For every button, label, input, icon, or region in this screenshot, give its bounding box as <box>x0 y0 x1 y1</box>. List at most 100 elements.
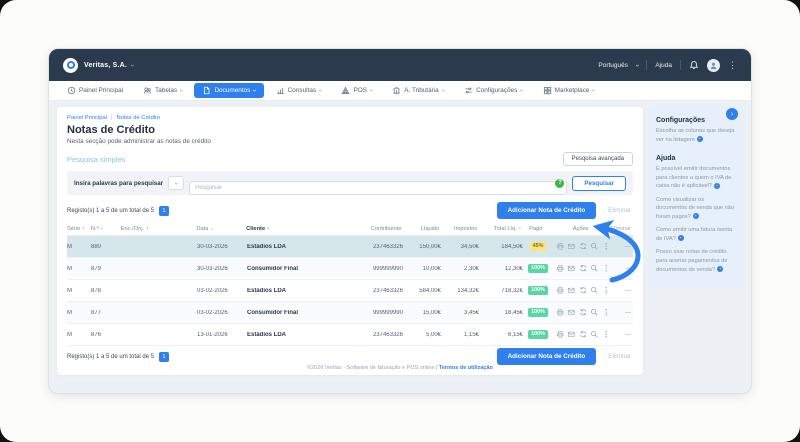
view-search-icon[interactable] <box>590 264 599 273</box>
nav-item-configura-es[interactable]: Configurações › <box>456 81 531 100</box>
print-icon[interactable] <box>556 264 565 273</box>
column-header[interactable]: Impostos <box>454 226 478 232</box>
row-actions <box>553 308 613 317</box>
email-icon[interactable] <box>567 264 576 273</box>
more-options-icon[interactable] <box>602 308 611 317</box>
print-icon[interactable] <box>556 242 565 251</box>
nav-item-pos[interactable]: POS › <box>333 81 380 100</box>
search-button[interactable]: Pesquisar <box>572 175 626 191</box>
print-icon[interactable] <box>556 308 565 317</box>
help-link[interactable]: Ajuda <box>655 61 672 69</box>
column-header[interactable]: Pago <box>529 226 543 232</box>
main-card: Painel Principal | Notas de Crédito Nota… <box>57 107 643 375</box>
help-link-item[interactable]: Como emitir uma fatura isenta de IVA? + <box>656 227 733 242</box>
cell-eliminar[interactable]: — <box>625 309 631 316</box>
view-search-icon[interactable] <box>590 330 599 339</box>
help-link-item[interactable]: É possível emitir documentos para client… <box>656 166 732 190</box>
language-chevron-down-icon[interactable]: › <box>633 63 641 67</box>
more-options-icon[interactable] <box>602 242 611 251</box>
nav-item-a-tribut-ria[interactable]: A. Tributária › <box>384 81 452 100</box>
delete-button[interactable]: Eliminar <box>608 207 631 214</box>
breadcrumb-link-home[interactable]: Painel Principal <box>67 115 107 121</box>
cell-cliente: Consumidor Final <box>247 309 298 316</box>
view-search-icon[interactable] <box>590 242 599 251</box>
column-header[interactable]: Cliente › <box>246 226 270 232</box>
search-help-icon[interactable]: ? <box>555 178 565 188</box>
table-row[interactable]: M 876 13-01-2026 Estádios LDA 237463326 … <box>67 324 633 346</box>
email-icon[interactable] <box>567 242 576 251</box>
cell-eliminar[interactable]: — <box>625 243 631 250</box>
cell-data: 03-02-2026 <box>197 287 228 294</box>
sidebar-help-title: Ajuda <box>656 155 676 163</box>
sync-icon[interactable] <box>579 242 588 251</box>
nav-item-marketplace[interactable]: Marketplace › <box>535 81 603 100</box>
table-row[interactable]: M 880 30-03-2026 Estádios LDA 237463326 … <box>67 236 633 258</box>
help-link-item[interactable]: Como visualizar os documentos de venda q… <box>656 196 735 220</box>
payment-status-badge: 100% <box>528 308 548 317</box>
column-header[interactable]: Enc./Orç. › <box>120 226 149 232</box>
info-circle-icon: + <box>713 182 720 189</box>
sidebar-settings-link[interactable]: Escolha as colunas que deseja ver na lis… <box>656 128 735 143</box>
print-icon[interactable] <box>556 330 565 339</box>
nav-item-documentos[interactable]: Documentos › <box>194 83 264 98</box>
search-input[interactable] <box>189 181 568 195</box>
add-credit-note-button[interactable]: Adicionar Nota de Crédito <box>496 348 597 365</box>
print-icon[interactable] <box>556 286 565 295</box>
chevron-down-icon: › <box>590 89 598 92</box>
delete-button[interactable]: Eliminar <box>608 353 631 360</box>
table-row[interactable]: M 878 03-02-2026 Estádios LDA 237463326 … <box>67 280 633 302</box>
notifications-bell-icon[interactable] <box>689 60 699 70</box>
more-menu-icon[interactable]: ⋮ <box>728 59 737 70</box>
column-header[interactable]: Ações <box>572 226 589 232</box>
cell-eliminar[interactable]: — <box>625 331 631 338</box>
row-actions <box>553 330 613 339</box>
cell-liquido: 150,00€ <box>419 243 441 250</box>
company-chevron-down-icon[interactable]: › <box>128 63 136 67</box>
view-search-icon[interactable] <box>590 308 599 317</box>
page-1-button[interactable]: 1 <box>159 351 170 362</box>
table-row[interactable]: M 879 30-03-2026 Consumidor Final 999999… <box>67 258 633 280</box>
sync-icon[interactable] <box>579 330 588 339</box>
column-header[interactable]: Data › <box>196 226 215 232</box>
search-field-select[interactable]: › <box>168 176 185 190</box>
nav-label: A. Tributária <box>404 87 439 94</box>
sync-icon[interactable] <box>579 264 588 273</box>
add-credit-note-button[interactable]: Adicionar Nota de Crédito <box>496 202 597 219</box>
nav-item-tabelas[interactable]: Tabelas › <box>135 81 190 100</box>
table-row[interactable]: M 877 03-02-2026 Consumidor Final 999999… <box>67 302 633 324</box>
content-area: Painel Principal | Notas de Crédito Nota… <box>49 101 751 393</box>
view-search-icon[interactable] <box>590 286 599 295</box>
column-header[interactable]: Líquido <box>420 226 440 232</box>
cell-eliminar[interactable]: — <box>625 265 631 272</box>
company-name[interactable]: Veritas, S.A. <box>84 61 128 69</box>
sidebar-collapse-icon[interactable]: › <box>726 108 738 120</box>
more-options-icon[interactable] <box>602 286 611 295</box>
terms-link[interactable]: Termos de utilização <box>438 365 493 371</box>
page-1-button[interactable]: 1 <box>159 205 170 216</box>
email-icon[interactable] <box>567 330 576 339</box>
column-header[interactable]: N.º › <box>90 226 103 232</box>
email-icon[interactable] <box>567 286 576 295</box>
user-avatar[interactable] <box>707 58 720 72</box>
nav-label: Documentos <box>214 87 251 94</box>
email-icon[interactable] <box>567 308 576 317</box>
nav-label: Painel Principal <box>79 87 124 94</box>
footer: ©2026 Veritas - Software de faturação e … <box>307 365 493 371</box>
nav-item-consultas[interactable]: Consultas › <box>268 81 330 100</box>
advanced-search-button[interactable]: Pesquisa avançada <box>562 152 633 166</box>
language-selector[interactable]: Português <box>598 61 629 69</box>
chart-icon <box>276 86 285 95</box>
cell-eliminar[interactable]: — <box>625 287 631 294</box>
column-header[interactable]: Série › <box>67 226 85 232</box>
help-link-item[interactable]: Posso usar notas de crédito para acertar… <box>656 249 728 273</box>
sync-icon[interactable] <box>579 308 588 317</box>
more-options-icon[interactable] <box>602 330 611 339</box>
more-options-icon[interactable] <box>602 264 611 273</box>
sync-icon[interactable] <box>579 286 588 295</box>
column-header[interactable]: Eliminar <box>610 226 632 232</box>
nav-item-painel-principal[interactable]: Painel Principal <box>59 81 131 100</box>
breadcrumb-link-current[interactable]: Notas de Crédito <box>116 115 160 121</box>
search-input-label: Insira palavras para pesquisar <box>74 179 164 187</box>
column-header[interactable]: Contribuinte <box>370 226 402 232</box>
column-header[interactable]: Total Líq. › <box>493 226 521 232</box>
